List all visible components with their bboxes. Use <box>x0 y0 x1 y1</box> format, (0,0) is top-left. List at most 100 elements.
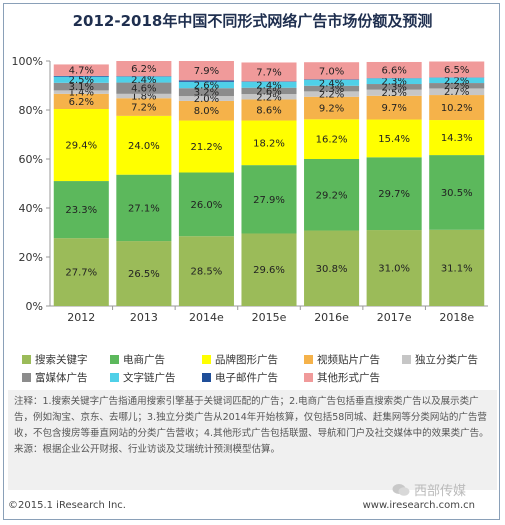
legend-item: 品牌图形广告 <box>202 352 304 367</box>
data-label: 6.2% <box>131 64 156 75</box>
bar-segment <box>178 172 234 237</box>
y-tick-label: 20% <box>19 251 43 264</box>
bar-segment <box>178 61 234 81</box>
source-text: 来源：根据企业公开财报、行业访谈及艾瑞统计预测模型估算。 <box>14 444 281 455</box>
bar-segment <box>429 88 485 96</box>
bar-segment <box>116 174 172 242</box>
data-label: 1.8% <box>131 92 156 103</box>
data-label: 2.4% <box>131 75 156 86</box>
data-label: 2.2% <box>319 90 344 101</box>
bar-segment <box>241 99 297 121</box>
bar-segment <box>53 109 109 182</box>
bar-segment <box>429 83 485 89</box>
data-label: 3.1% <box>69 82 94 93</box>
chart-title: 2012-2018年中国不同形式网络广告市场份额及预测 <box>72 12 433 30</box>
data-label: 2.4% <box>256 80 281 91</box>
stacked-bar-chart: 0%20%40%60%80%100%27.7%23.3%29.4%6.2%1.4… <box>12 55 488 324</box>
bar-segment <box>241 165 297 234</box>
data-label: 15.4% <box>378 134 410 145</box>
data-label: 2.6% <box>194 81 219 92</box>
bar-segment <box>178 100 234 121</box>
footer-url: www.iresearch.com.cn <box>362 500 475 511</box>
legend-item: 其他形式广告 <box>304 370 402 385</box>
legend-swatch <box>402 354 411 364</box>
y-tick-label: 60% <box>19 153 43 166</box>
notes-box: 注释：1.搜索关键字广告指通用搜索引擎基于关键词匹配的广告；2.电商广告包括垂直… <box>8 390 497 490</box>
y-tick-label: 80% <box>19 104 43 117</box>
bar-segment <box>429 77 485 84</box>
data-label: 27.7% <box>65 268 97 279</box>
data-label: 28.5% <box>191 267 223 278</box>
legend-label: 电子邮件广告 <box>215 371 278 384</box>
data-label: 2.3% <box>319 84 344 95</box>
legend-row: 富媒体广告 文字链广告 电子邮件广告 其他形式广告 <box>22 368 502 386</box>
bar-segment <box>304 96 360 120</box>
bar-segment <box>241 62 297 82</box>
legend-item: 视频贴片广告 <box>304 352 402 367</box>
legend-item: 电子邮件广告 <box>202 370 304 385</box>
copyright: ©2015.1 iResearch Inc. <box>8 500 126 511</box>
data-label: 14.3% <box>441 133 473 144</box>
bar-segment <box>241 94 297 100</box>
bar-segment <box>366 84 422 90</box>
chart-frame <box>3 3 500 520</box>
data-label: 26.0% <box>191 200 223 211</box>
data-label: 31.0% <box>378 264 410 275</box>
bar-segment <box>116 82 172 94</box>
data-label: 29.7% <box>378 189 410 200</box>
data-label: 6.2% <box>69 97 94 108</box>
bar-segment <box>53 76 109 83</box>
data-label: 9.2% <box>319 104 344 115</box>
data-label: 2.4% <box>319 78 344 89</box>
y-tick-label: 0% <box>26 300 43 313</box>
bar-segment <box>366 157 422 231</box>
data-label: 6.6% <box>381 66 406 77</box>
watermark: 西部传媒 <box>392 480 466 499</box>
data-label: 4.6% <box>131 84 156 95</box>
bar-segment <box>53 181 109 239</box>
data-label: 2.5% <box>381 88 406 99</box>
bar-segment <box>366 95 422 120</box>
bar-segment <box>116 76 172 83</box>
bar-segment <box>241 81 297 88</box>
bar-segment <box>366 89 422 96</box>
x-tick-label: 2018e <box>439 311 474 324</box>
bar-segment <box>304 91 360 97</box>
legend-label: 富媒体广告 <box>35 371 88 384</box>
bar-segment <box>366 78 422 85</box>
x-tick-label: 2013 <box>130 311 158 324</box>
data-label: 3.2% <box>194 88 219 99</box>
notes-text: 注释：1.搜索关键字广告指通用搜索引擎基于关键词匹配的广告；2.电商广告包括垂直… <box>14 396 489 439</box>
bar-segment <box>116 98 172 116</box>
data-label: 2.2% <box>256 92 281 103</box>
y-tick-label: 100% <box>12 55 43 68</box>
data-label: 23.3% <box>65 205 97 216</box>
legend-item: 电商广告 <box>110 352 202 367</box>
data-label: 2.2% <box>444 76 469 87</box>
data-label: 2.5% <box>69 75 94 86</box>
bar-segment <box>429 95 485 121</box>
legend-label: 品牌图形广告 <box>215 353 278 366</box>
data-label: 6.5% <box>444 65 469 76</box>
data-label: 29.6% <box>253 265 285 276</box>
bar-segment <box>366 230 422 306</box>
data-label: 2.7% <box>444 87 469 98</box>
data-label: 10.2% <box>441 103 473 114</box>
bar-segment <box>116 115 172 175</box>
bar-segment <box>429 120 485 156</box>
data-label: 8.6% <box>256 106 281 117</box>
legend-swatch <box>304 354 313 364</box>
legend-item: 独立分类广告 <box>402 352 490 367</box>
bar-segment <box>178 236 234 306</box>
data-label: 29.4% <box>65 141 97 152</box>
bar-segment <box>304 119 360 159</box>
data-label: 30.8% <box>316 264 348 275</box>
legend-item: 搜索关键字 <box>22 352 110 367</box>
data-label: 27.9% <box>253 195 285 206</box>
legend-swatch <box>22 354 31 364</box>
data-label: 2.0% <box>194 94 219 105</box>
bar-segment <box>241 87 297 95</box>
data-label: 21.2% <box>191 142 223 153</box>
bar-segment <box>366 61 422 79</box>
x-tick-label: 2017e <box>377 311 412 324</box>
